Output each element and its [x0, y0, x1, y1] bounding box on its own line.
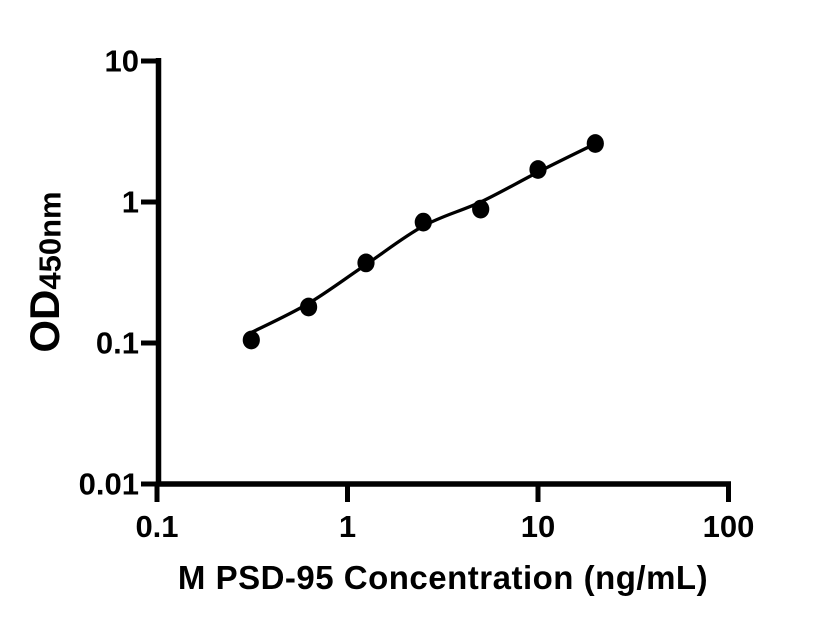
y-tick-label-1: 1: [121, 184, 139, 220]
x-tick-label-0.1: 0.1: [135, 509, 179, 544]
y-tick-label-10: 10: [104, 43, 139, 79]
data-point-3: [357, 253, 375, 273]
data-point-7: [586, 134, 604, 153]
x-tick-label-1: 1: [338, 509, 357, 544]
y-tick-label-0.01: 0.01: [78, 466, 139, 502]
data-point-1: [242, 330, 260, 350]
y-axis-title-subscript: 450nm: [32, 191, 68, 290]
x-axis-title: M PSD-95 Concentration (ng/mL): [177, 559, 709, 596]
data-point-2: [300, 297, 318, 317]
y-axis-title-main: OD: [21, 289, 68, 353]
x-tick-label-100: 100: [702, 509, 755, 544]
y-tick-label-0.1: 0.1: [95, 325, 139, 361]
data-point-4: [414, 212, 432, 232]
x-tick-label-10: 10: [520, 509, 556, 544]
y-axis-title: OD450nm: [21, 191, 68, 353]
data-point-5: [472, 199, 490, 219]
data-point-6: [529, 160, 547, 179]
